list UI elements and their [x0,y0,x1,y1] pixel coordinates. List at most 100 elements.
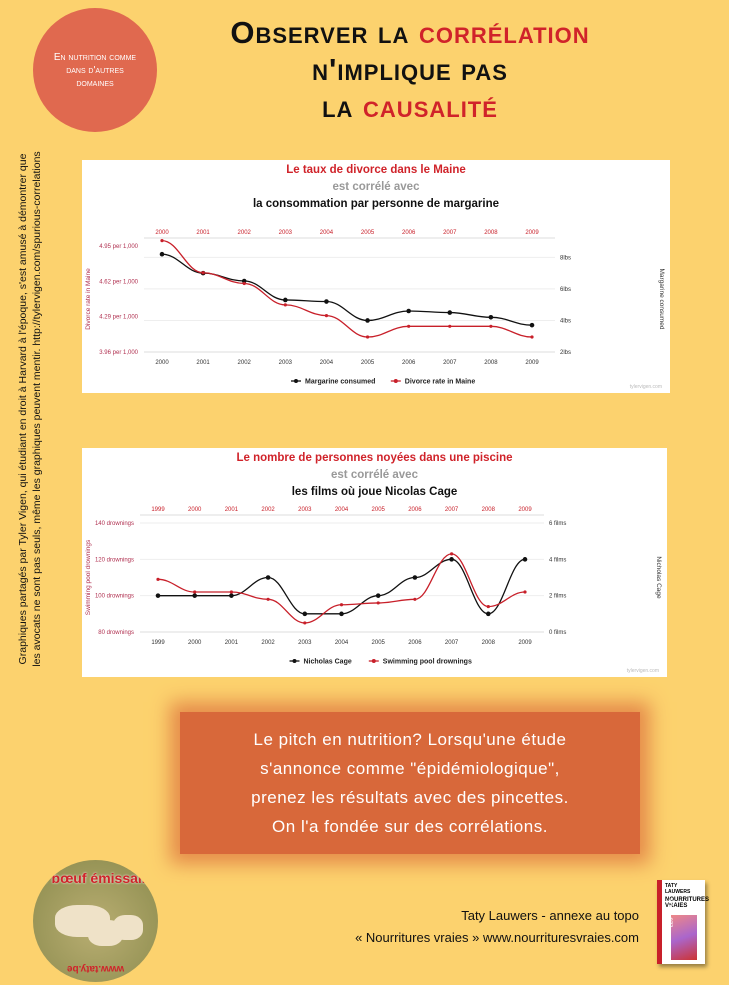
chart-drownings-cage: Le nombre de personnes noyées dans une p… [82,448,667,677]
data-point [407,324,411,328]
logo-text: le bœuf émissaire [35,870,156,886]
data-point [155,593,161,598]
top-tick-label: 2000 [188,507,202,513]
topic-badge: En nutrition comme dans d'autres domaine… [33,8,157,132]
credit-line-1: Taty Lauwers - annexe au topo [461,908,639,923]
legend-dot [292,659,297,663]
chart-svg: 1999 1999 2000 2000 2001 2001 2002 2002 2003 2003… [85,507,662,674]
left-tick-label: 4.95 per 1,000 [99,244,138,250]
right-tick-label: 2lbs [560,350,571,356]
data-point [450,552,454,556]
pitch-box: Le pitch en nutrition? Lorsqu'une étude … [180,712,640,854]
top-tick-label: 1999 [151,507,165,513]
series-line [161,239,533,338]
book-series: LES TOPOS [668,898,675,928]
chart-title: Le taux de divorce dans le Maine [286,164,466,176]
data-point [486,611,491,617]
left-tick-label: 4.62 per 1,000 [99,279,138,285]
data-point [406,308,411,314]
top-tick-label: 2005 [361,230,375,236]
data-point [201,271,205,275]
top-tick-label: 2006 [402,230,416,236]
top-tick-label: 2001 [196,230,210,236]
series-line [157,553,526,624]
x-tick-label: 2002 [238,360,252,366]
right-tick-label: 4lbs [560,318,571,324]
left-tick-label: 3.96 per 1,000 [99,350,138,356]
data-point [530,335,534,339]
chart-subtitle: est corrélé avec [331,469,418,481]
title-highlight: causalité [363,89,498,124]
x-tick-label: 2004 [320,360,334,366]
data-point [302,611,308,617]
right-tick-label: 0 films [549,630,566,636]
top-tick-label: 2000 [155,230,169,236]
left-axis-label: Swimming pool drownings [85,539,92,615]
right-axis-label: Nicholas Cage [655,556,662,599]
legend-label: Swimming pool drownings [383,659,472,666]
left-tick-label: 120 drownings [95,557,134,563]
left-axis-label: Divorce rate in Maine [85,268,92,330]
top-tick-label: 2004 [335,507,349,513]
data-point [266,597,270,601]
legend-label: Nicholas Cage [304,659,352,666]
data-point [449,557,454,562]
legend-label: Margarine consumed [305,379,375,386]
x-tick-label: 2006 [402,360,416,366]
data-point [324,299,329,304]
book-title: NOURRITURES VRAIES [665,897,710,909]
data-point [159,251,165,257]
data-point [303,621,307,625]
badge-text: En nutrition comme dans d'autres domaine… [53,51,137,89]
data-point [242,281,246,286]
x-tick-label: 2004 [335,640,349,646]
right-tick-label: 6lbs [560,287,571,293]
data-point [529,322,535,328]
chart-title: Le nombre de personnes noyées dans une p… [236,452,513,464]
data-point [523,590,527,594]
left-tick-label: 80 drownings [98,630,134,636]
legend-dot [294,379,298,383]
x-tick-label: 2000 [155,360,169,366]
chart-subtitle: est corrélé avec [332,181,420,193]
top-tick-label: 2002 [238,230,252,236]
data-point [339,611,344,617]
data-point [324,313,329,318]
data-point [522,557,528,562]
x-tick-label: 2001 [196,360,210,366]
boeuf-emissaire-logo: le bœuf émissaire www.taty.be [33,860,158,982]
data-point [160,239,164,243]
x-tick-label: 2005 [361,360,375,366]
data-point [339,603,344,607]
data-point [448,324,452,328]
top-tick-label: 2002 [261,507,275,513]
title-part: Observer la [230,15,419,50]
source-label: tylervigen.com [630,384,662,390]
x-tick-label: 2007 [445,640,459,646]
data-point [193,590,197,594]
x-tick-label: 2008 [482,640,496,646]
top-tick-label: 2001 [225,507,239,513]
top-tick-label: 2009 [518,507,532,513]
top-tick-label: 2008 [484,230,498,236]
series-line [158,558,526,615]
source-label: tylervigen.com [627,668,659,674]
data-point [365,318,370,323]
chart-divorce-margarine: Le taux de divorce dans le Maine est corr… [82,160,670,393]
x-tick-label: 2005 [372,640,386,646]
data-point [283,303,287,307]
top-tick-label: 2004 [320,230,334,236]
x-tick-label: 2009 [525,360,539,366]
credit-line-2[interactable]: « Nourritures vraies » www.nourrituresvr… [355,930,639,945]
legend-label: Divorce rate in Maine [405,379,476,386]
x-tick-label: 2002 [261,640,275,646]
top-tick-label: 2007 [443,230,457,236]
right-tick-label: 6 films [549,521,566,527]
x-tick-label: 2006 [408,640,422,646]
data-point [412,575,418,580]
data-point [486,604,490,609]
data-point [241,278,247,284]
data-point [283,297,288,303]
right-tick-label: 2 films [549,594,566,600]
data-point [229,590,233,594]
